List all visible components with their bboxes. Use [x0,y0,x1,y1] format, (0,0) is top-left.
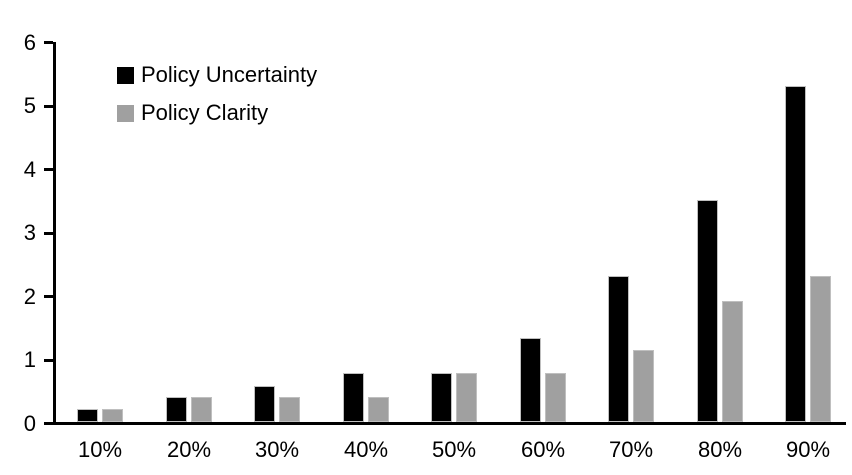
y-axis-line [53,42,56,425]
bar-policy-clarity-40% [368,397,389,422]
bar-policy-clarity-30% [279,397,300,422]
y-tick-label: 3 [23,220,36,246]
y-tick-label: 2 [23,283,36,309]
y-tick [44,104,53,108]
bar-policy-uncertainty-60% [520,338,541,422]
bar-policy-uncertainty-50% [431,373,452,422]
legend: Policy Uncertainty Policy Clarity [117,64,317,124]
bar-policy-clarity-20% [191,397,212,422]
bar-policy-uncertainty-80% [697,200,718,422]
bar-policy-clarity-60% [545,373,566,422]
bar-policy-clarity-80% [722,301,743,422]
bar-policy-clarity-70% [633,350,654,422]
y-tick [44,295,53,299]
x-category-label-60%: 60% [520,437,566,462]
y-tick-label: 6 [23,29,36,55]
y-tick-label: 1 [23,347,36,373]
x-axis-line [53,422,846,425]
y-tick-label: 5 [23,93,36,119]
y-tick [44,41,53,45]
x-category-label-20%: 20% [166,437,212,462]
legend-swatch-icon [117,104,134,122]
legend-item-policy-uncertainty: Policy Uncertainty [117,64,317,86]
y-tick-label: 0 [23,410,36,436]
x-category-label-80%: 80% [697,437,743,462]
bar-policy-uncertainty-20% [166,397,187,422]
legend-label: Policy Uncertainty [141,62,318,87]
bar-policy-clarity-50% [456,373,477,422]
legend-item-policy-clarity: Policy Clarity [117,102,317,124]
x-category-label-70%: 70% [608,437,654,462]
y-tick [44,231,53,235]
x-category-label-50%: 50% [431,437,477,462]
y-tick [44,358,53,362]
x-category-label-90%: 90% [785,437,831,462]
bar-policy-uncertainty-40% [343,373,364,422]
x-category-label-30%: 30% [254,437,300,462]
y-tick [44,168,53,172]
bar-policy-clarity-90% [810,276,831,422]
bar-policy-uncertainty-10% [77,409,98,422]
legend-label: Policy Clarity [141,100,269,125]
y-tick-label: 4 [23,156,36,182]
bar-policy-uncertainty-30% [254,386,275,422]
x-category-label-10%: 10% [77,437,123,462]
bar-policy-uncertainty-90% [785,86,806,422]
bar-policy-clarity-10% [102,409,123,422]
legend-swatch-icon [117,66,134,84]
x-category-label-40%: 40% [343,437,389,462]
bar-policy-uncertainty-70% [608,276,629,422]
y-tick [44,422,53,425]
